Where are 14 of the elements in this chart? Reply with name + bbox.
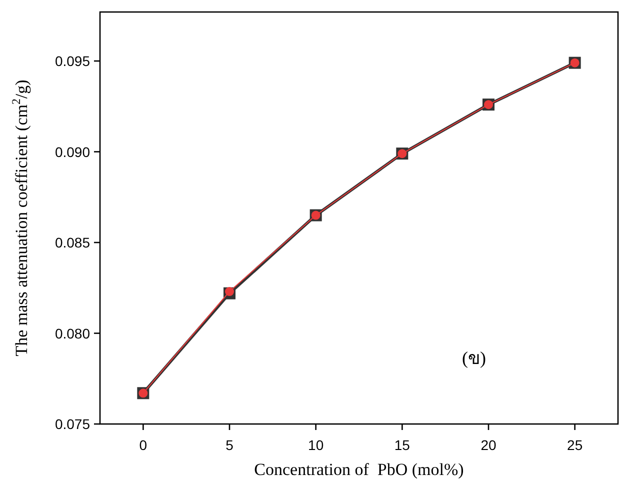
x-tick-label: 20 (480, 437, 496, 453)
x-tick-label: 10 (308, 437, 324, 453)
y-tick-label: 0.075 (54, 416, 90, 432)
y-tick-label: 0.090 (54, 144, 90, 160)
y-tick-label: 0.080 (54, 325, 90, 342)
point (225, 287, 234, 296)
y-tick-label: 0.095 (54, 53, 90, 70)
x-tick-label: 5 (226, 437, 234, 453)
annotation: (ข) (462, 348, 486, 368)
x-tick-label: 0 (139, 437, 148, 453)
x-tick-label: 15 (394, 437, 410, 453)
x-axis-title: Concentration of PbO (mol%) (254, 460, 464, 479)
x-tick-label: 25 (567, 437, 583, 453)
y-tick-label: 0.085 (54, 234, 90, 250)
